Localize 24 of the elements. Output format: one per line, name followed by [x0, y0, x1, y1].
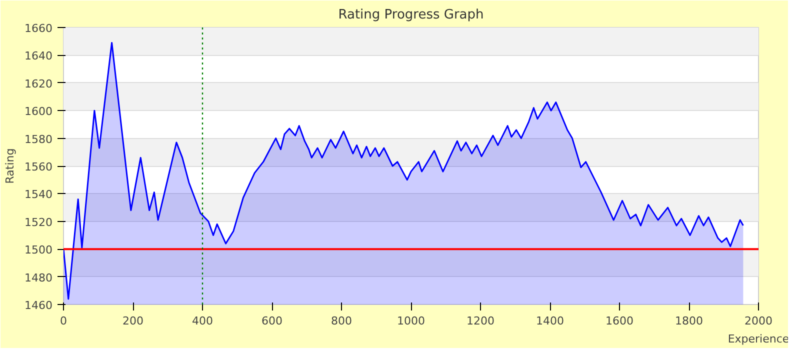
x-tick-label: 200: [122, 314, 144, 328]
x-tick-label: 800: [331, 314, 352, 328]
x-tick-label: 1000: [397, 314, 426, 328]
y-tick-label: 1600: [24, 105, 53, 118]
y-tick-label: 1480: [24, 271, 53, 284]
x-tick-label: 2000: [744, 314, 773, 328]
y-tick-label: 1580: [24, 132, 53, 146]
x-tick-label: 400: [192, 314, 213, 328]
y-tick-label: 1520: [24, 216, 53, 229]
y-tick-label: 1660: [24, 22, 53, 35]
y-tick-label: 1460: [24, 299, 53, 312]
y-tick-label: 1640: [24, 50, 53, 63]
x-tick-label: 0: [60, 314, 67, 328]
x-tick-label: 600: [262, 314, 282, 328]
x-tick-label: 1200: [466, 314, 495, 328]
y-tick-label: 1620: [24, 77, 53, 90]
y-tick-label: 1560: [24, 160, 53, 174]
chart-title: Rating Progress Graph: [338, 8, 484, 22]
x-tick-label: 1600: [606, 314, 634, 328]
y-tick-label: 1540: [24, 188, 53, 202]
x-tick-label: 1400: [536, 314, 564, 328]
y-axis-title: Rating: [4, 148, 17, 184]
x-tick-label: 1800: [675, 314, 704, 328]
y-tick-label: 1500: [24, 244, 53, 257]
